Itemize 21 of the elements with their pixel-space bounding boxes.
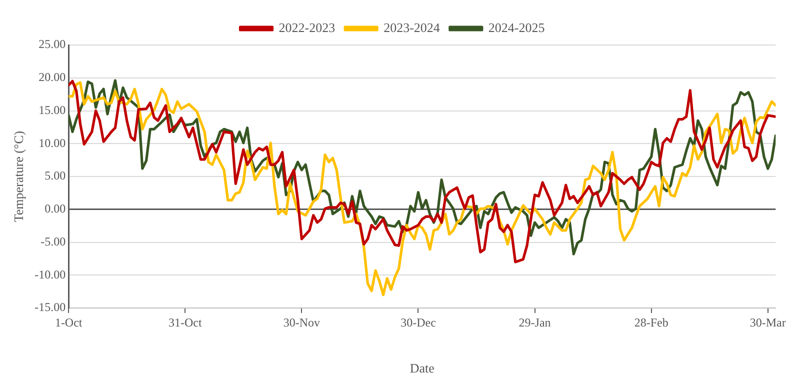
y-axis-title: Temperature (°C) <box>11 130 26 222</box>
y-tick-label: -5.00 <box>40 234 66 248</box>
legend-label: 2023-2024 <box>384 20 440 35</box>
x-tick-label: 30-Nov <box>283 315 320 330</box>
legend-label: 2024-2025 <box>488 20 545 35</box>
legend-label: 2022-2023 <box>278 20 336 35</box>
y-tick-label: 15.00 <box>38 102 66 117</box>
y-tick-label: -10.00 <box>34 267 66 282</box>
y-tick-label: 10.00 <box>38 136 66 150</box>
x-tick-label: 30-Dec <box>400 315 436 330</box>
x-tick-label: 28-Feb <box>634 315 668 330</box>
y-tick-label: 20.00 <box>38 70 66 84</box>
y-tick-label: 5.00 <box>44 168 66 183</box>
y-tick-label: 25.00 <box>38 37 66 52</box>
x-tick-label: 31-Oct <box>168 315 202 330</box>
y-tick-label: 0.00 <box>44 202 66 216</box>
x-tick-label: 1-Oct <box>54 315 83 330</box>
y-tick-label: -15.00 <box>34 300 66 314</box>
x-tick-label: 30-Mar <box>750 315 786 330</box>
x-tick-label: 29-Jan <box>518 315 551 330</box>
x-axis-title: Date <box>410 360 435 376</box>
